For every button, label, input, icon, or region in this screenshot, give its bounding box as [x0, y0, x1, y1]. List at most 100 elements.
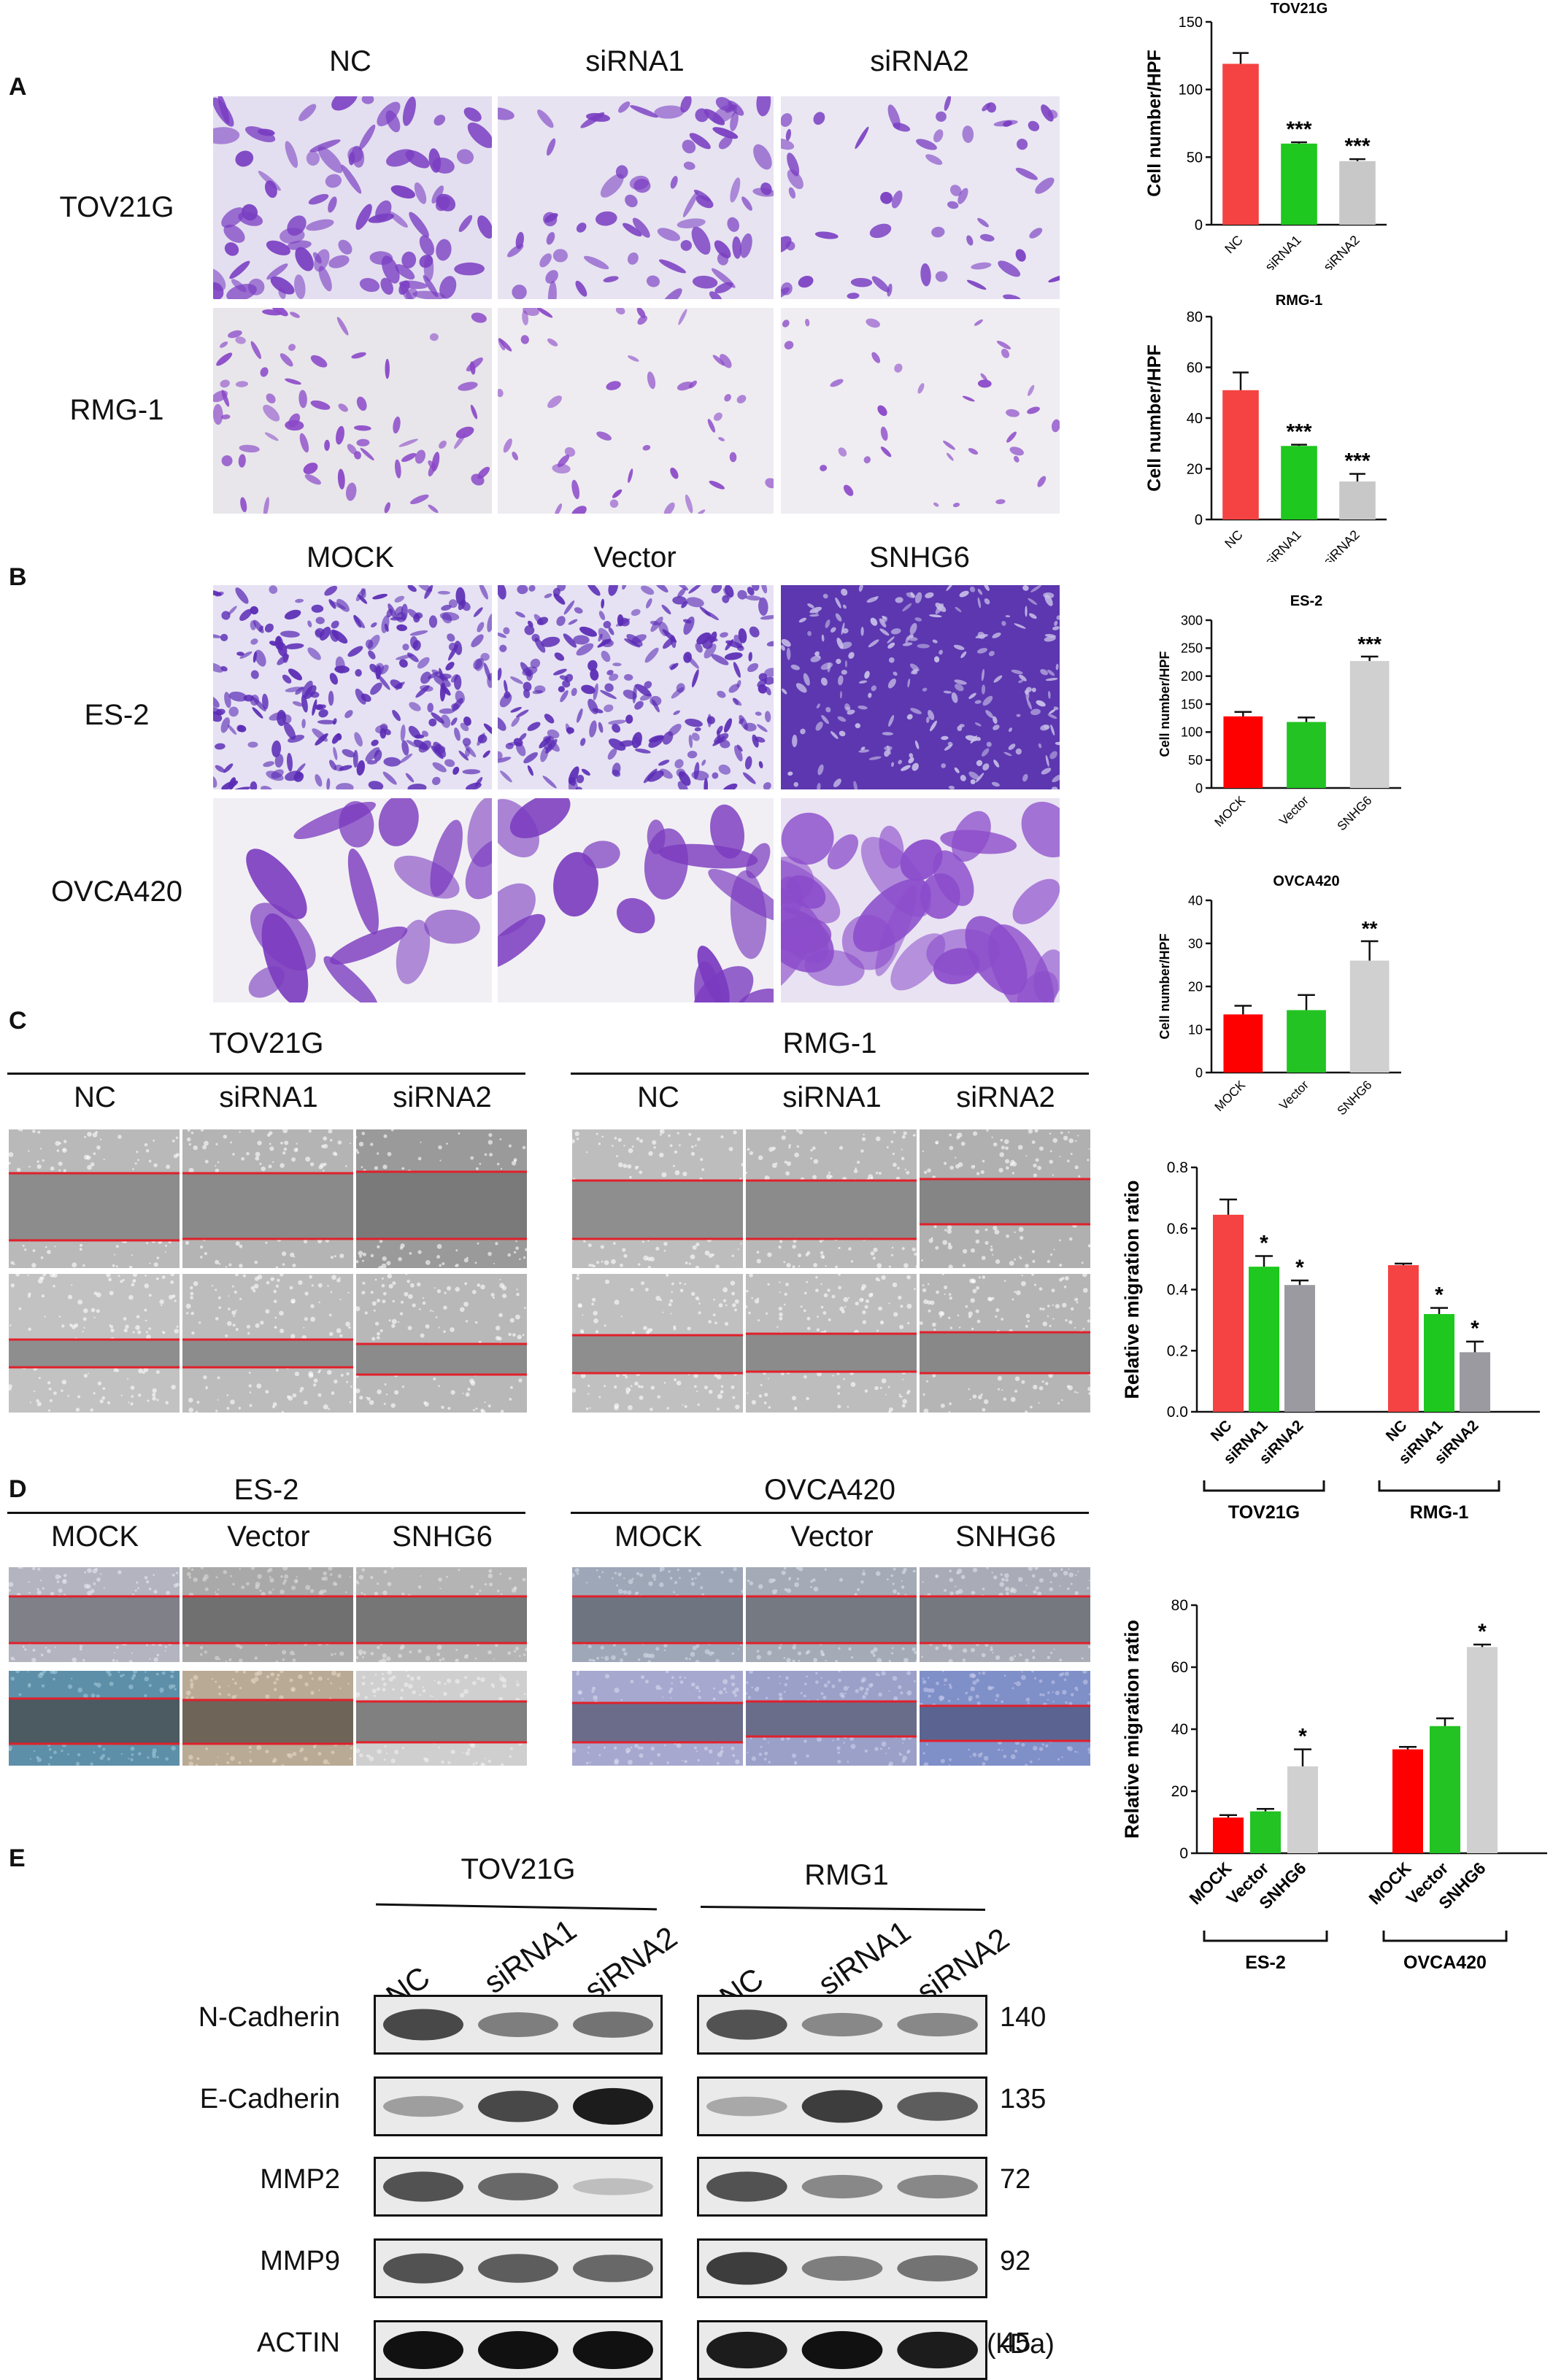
texture-dot	[740, 1243, 741, 1244]
cell-blob	[749, 142, 774, 173]
texture-dot	[935, 1246, 939, 1250]
texture-dot	[851, 1260, 853, 1262]
cell-blob	[280, 630, 300, 638]
texture-dot	[406, 1671, 408, 1672]
texture-dot	[377, 1152, 379, 1154]
texture-dot	[798, 1265, 801, 1267]
texture-dot	[323, 1759, 328, 1764]
texture-dot	[277, 1279, 280, 1282]
texture-dot	[1028, 1702, 1030, 1704]
cell-blob	[799, 727, 806, 735]
texture-dot	[1087, 1159, 1089, 1161]
cell-blob	[454, 675, 461, 690]
texture-dot	[1005, 1587, 1009, 1591]
texture-dot	[40, 1580, 42, 1581]
texture-dot	[203, 1375, 207, 1379]
texture-dot	[24, 1648, 26, 1650]
texture-dot	[391, 1758, 396, 1763]
cell-blob	[219, 340, 229, 349]
cell-blob	[1027, 597, 1038, 606]
texture-dot	[424, 1758, 428, 1762]
texture-dot	[628, 1580, 633, 1585]
cell-blob	[948, 785, 955, 789]
cell-blob	[870, 684, 878, 692]
wound-image	[746, 1274, 917, 1413]
texture-dot	[409, 1650, 412, 1653]
texture-dot	[948, 1245, 952, 1249]
texture-dot	[446, 1143, 448, 1145]
cell-blob	[429, 615, 437, 627]
texture-dot	[279, 1311, 284, 1316]
texture-dot	[276, 1285, 279, 1288]
texture-dot	[679, 1577, 681, 1579]
texture-dot	[328, 1129, 332, 1134]
cell-blob	[262, 760, 274, 768]
texture-dot	[1049, 1132, 1052, 1135]
texture-dot	[1076, 1302, 1079, 1304]
cell-blob	[219, 379, 231, 389]
texture-dot	[1050, 1581, 1052, 1583]
texture-dot	[319, 1165, 323, 1170]
cell-blob	[1047, 713, 1057, 720]
texture-dot	[201, 1567, 204, 1569]
cell-blob	[741, 771, 757, 786]
texture-dot	[409, 1252, 412, 1255]
texture-dot	[217, 1588, 220, 1591]
texture-dot	[572, 1139, 575, 1143]
texture-dot	[814, 1159, 819, 1164]
texture-dot	[804, 1375, 807, 1379]
texture-dot	[514, 1650, 516, 1653]
texture-dot	[463, 1302, 469, 1307]
cell-blob	[832, 777, 843, 789]
texture-dot	[1015, 1377, 1020, 1381]
texture-dot	[901, 1580, 903, 1582]
texture-dot	[166, 1591, 170, 1595]
texture-dot	[345, 1165, 347, 1167]
texture-dot	[133, 1274, 137, 1277]
texture-dot	[893, 1312, 898, 1316]
texture-dot	[218, 1297, 221, 1299]
cell-blob	[839, 587, 849, 597]
texture-dot	[298, 1674, 302, 1679]
texture-dot	[897, 1592, 900, 1595]
texture-dot	[497, 1163, 500, 1166]
cell-blob	[389, 182, 417, 201]
cell-blob	[213, 126, 240, 144]
texture-dot	[401, 1243, 405, 1248]
cell-blob	[676, 380, 694, 393]
texture-dot	[1068, 1321, 1072, 1324]
texture-dot	[200, 1653, 203, 1656]
texture-dot	[118, 1275, 120, 1277]
texture-dot	[153, 1574, 155, 1576]
cell-blob	[914, 592, 923, 605]
texture-dot	[388, 1582, 392, 1586]
cell-blob	[260, 402, 282, 425]
texture-dot	[223, 1135, 227, 1138]
texture-dot	[485, 1583, 488, 1586]
texture-dot	[371, 1337, 375, 1340]
cell-blob	[238, 454, 246, 468]
texture-dot	[673, 1591, 675, 1593]
cell-blob	[731, 236, 742, 260]
texture-dot	[950, 1326, 952, 1329]
texture-dot	[80, 1248, 82, 1251]
cell-blob	[938, 649, 944, 655]
cell-blob	[598, 610, 606, 621]
texture-dot	[586, 1151, 587, 1153]
cell-blob	[574, 220, 588, 234]
texture-dot	[645, 1288, 649, 1291]
texture-dot	[572, 1573, 575, 1577]
texture-dot	[1036, 1586, 1039, 1590]
texture-dot	[83, 1317, 87, 1321]
cell-blob	[462, 769, 480, 774]
cell-blob	[283, 608, 302, 622]
cell-blob	[598, 722, 604, 733]
texture-dot	[226, 1407, 229, 1410]
texture-dot	[639, 1139, 643, 1143]
texture-dot	[293, 1256, 295, 1257]
texture-dot	[815, 1672, 817, 1674]
texture-dot	[83, 1327, 85, 1329]
texture-dot	[410, 1283, 415, 1288]
cell-blob	[575, 708, 584, 723]
panel-label-e: E	[9, 1844, 26, 1873]
